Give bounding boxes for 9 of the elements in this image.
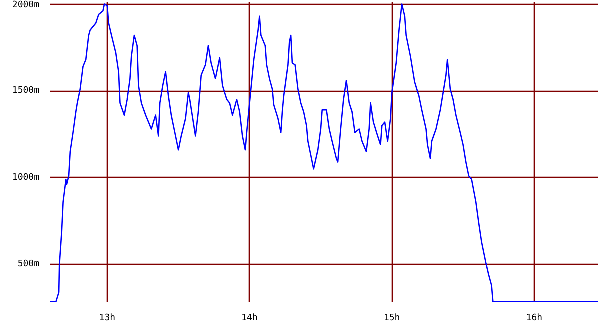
x-tick-label: 16h: [526, 314, 543, 324]
x-tick-label: 15h: [384, 314, 400, 324]
y-tick-label: 500m: [18, 260, 40, 270]
line-series: [50, 4, 598, 302]
y-tick-label: 1500m: [12, 86, 40, 96]
x-tick-label: 13h: [99, 314, 116, 324]
y-tick-label: 1000m: [12, 172, 40, 183]
x-tick-label: 14h: [242, 314, 258, 324]
y-tick-label: 2000m: [12, 0, 40, 10]
